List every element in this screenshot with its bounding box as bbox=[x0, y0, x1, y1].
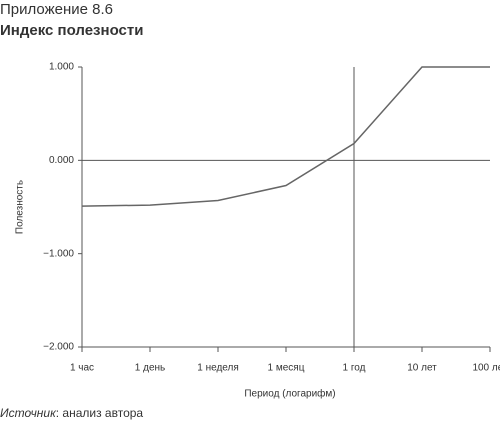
y-tick-label: 1.000 bbox=[49, 62, 74, 73]
data-line bbox=[81, 66, 490, 207]
x-axis-label: Период (логарифм) bbox=[244, 388, 335, 400]
x-tick-label: 1 день bbox=[135, 363, 165, 374]
x-tick-label: 10 лет bbox=[407, 363, 437, 374]
x-tick-label: 1 неделя bbox=[197, 363, 239, 374]
y-axis-label: Полезность bbox=[15, 180, 26, 234]
source-label: Источник bbox=[0, 406, 57, 420]
y-tick-label: 0.000 bbox=[49, 155, 74, 166]
chart-title: Индекс полезности bbox=[0, 22, 143, 39]
x-tick-label: 1 час bbox=[70, 363, 94, 374]
y-tick-label: −1.000 bbox=[43, 248, 74, 259]
x-tick-label: 1 месяц bbox=[268, 363, 305, 374]
source-text: : анализ автора bbox=[56, 406, 144, 420]
header: Приложение 8.6 bbox=[0, 1, 113, 18]
y-tick-label: −2.000 bbox=[43, 342, 74, 353]
x-tick-label: 1 год bbox=[343, 363, 366, 374]
x-tick-label: 100 лет bbox=[472, 363, 500, 374]
source: Источник: анализ автора bbox=[0, 406, 143, 420]
